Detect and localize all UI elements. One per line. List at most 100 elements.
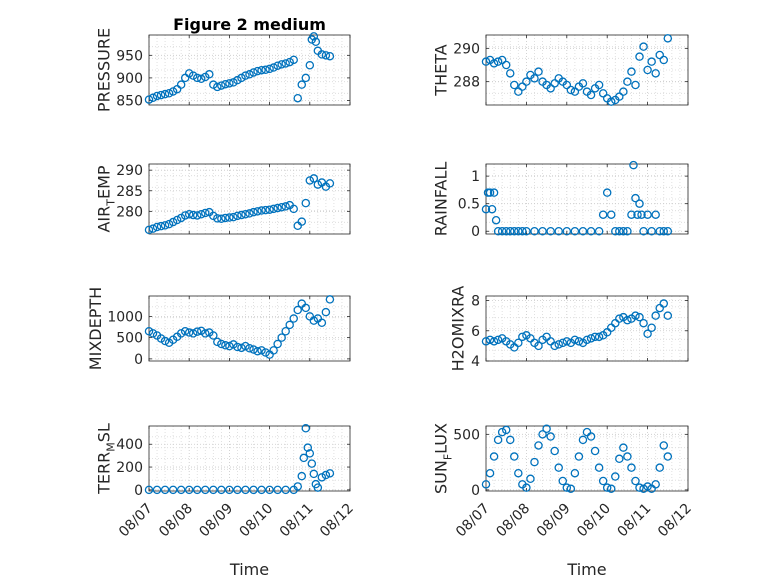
data-point [168,485,178,495]
data-point [293,482,302,491]
data-point [619,443,628,452]
data-point [485,188,495,197]
figure-title: Figure 2 medium [173,15,326,34]
data-point [233,485,242,495]
data-point [493,335,503,345]
data-point [168,217,178,227]
data-point [265,205,274,214]
data-point [518,332,527,342]
data-point [554,463,563,472]
data-point [578,79,588,88]
y-tick-label: 0.5 [458,197,480,213]
data-point [497,226,507,236]
data-point [241,341,250,351]
y-axis-label: PRESSURE [95,28,114,112]
y-tick-label: 200 [116,460,143,476]
data-point [152,91,162,101]
data-point [269,346,278,355]
data-point [615,92,624,101]
data-point [501,425,511,435]
minor-grid [486,296,688,361]
data-point [201,329,210,338]
data-point [522,483,531,492]
data-point [497,427,507,437]
data-point [184,209,194,219]
data-point [325,295,335,304]
y-tick-label: 500 [116,331,143,347]
data-point [307,459,317,468]
data-point [623,315,632,325]
data-point [554,226,563,236]
data-point [164,89,174,98]
data-point [481,337,491,346]
data-point [257,485,266,495]
data-point [647,57,656,66]
data-point [514,468,523,478]
data-point [152,222,162,232]
data-point [277,202,286,212]
y-tick-label: 6 [471,324,480,340]
data-point [631,80,640,90]
data-point [582,427,592,437]
data-point [505,69,515,78]
data-point [148,224,158,233]
x-tick-label: 08/10 [574,501,614,541]
data-point [611,226,620,236]
data-point [558,476,568,486]
y-tick-label: 0 [471,224,480,240]
data-point [253,207,262,216]
data-point [623,77,632,86]
data-point [643,329,652,339]
data-point [643,210,652,219]
y-axis-label: TERRMSL [95,423,118,495]
y-tick-label: 1 [471,169,480,185]
y-tick-label: 8 [471,294,480,310]
data-point [160,485,170,495]
data-point [225,213,234,222]
data-point [201,208,210,218]
data-point [309,174,319,183]
data-point [213,82,222,92]
data-point [615,454,624,464]
data-point [303,443,313,452]
data-point [245,209,254,218]
y-axis-label: AIRTEMP [95,165,118,232]
data-point [582,335,592,345]
data-point [225,485,234,495]
data-point [493,57,503,66]
y-tick-label: 4 [471,354,480,370]
data-point [538,226,547,236]
data-point [156,221,166,231]
data-point [201,485,210,495]
data-point [487,204,497,214]
data-point [505,226,515,236]
data-point [562,337,572,346]
data-point [493,435,503,445]
data-point [489,337,499,346]
data-point [485,468,495,478]
data-point [627,463,636,472]
data-point [217,339,226,349]
axes-frame [148,34,351,106]
data-point [631,193,640,203]
data-point [518,82,527,91]
data-point [639,226,648,236]
data-point [289,314,298,323]
data-point [586,90,596,100]
data-point [481,480,491,489]
data-point [148,93,158,103]
data-point [578,226,588,236]
data-point [651,69,660,78]
data-point [144,485,154,495]
data-point [534,341,543,351]
data-point [631,311,640,320]
data-point [633,210,642,219]
data-point [623,226,632,236]
data-point [538,430,547,439]
x-tick-label: 08/12 [317,501,357,541]
data-point [253,346,262,356]
data-point [297,80,307,89]
